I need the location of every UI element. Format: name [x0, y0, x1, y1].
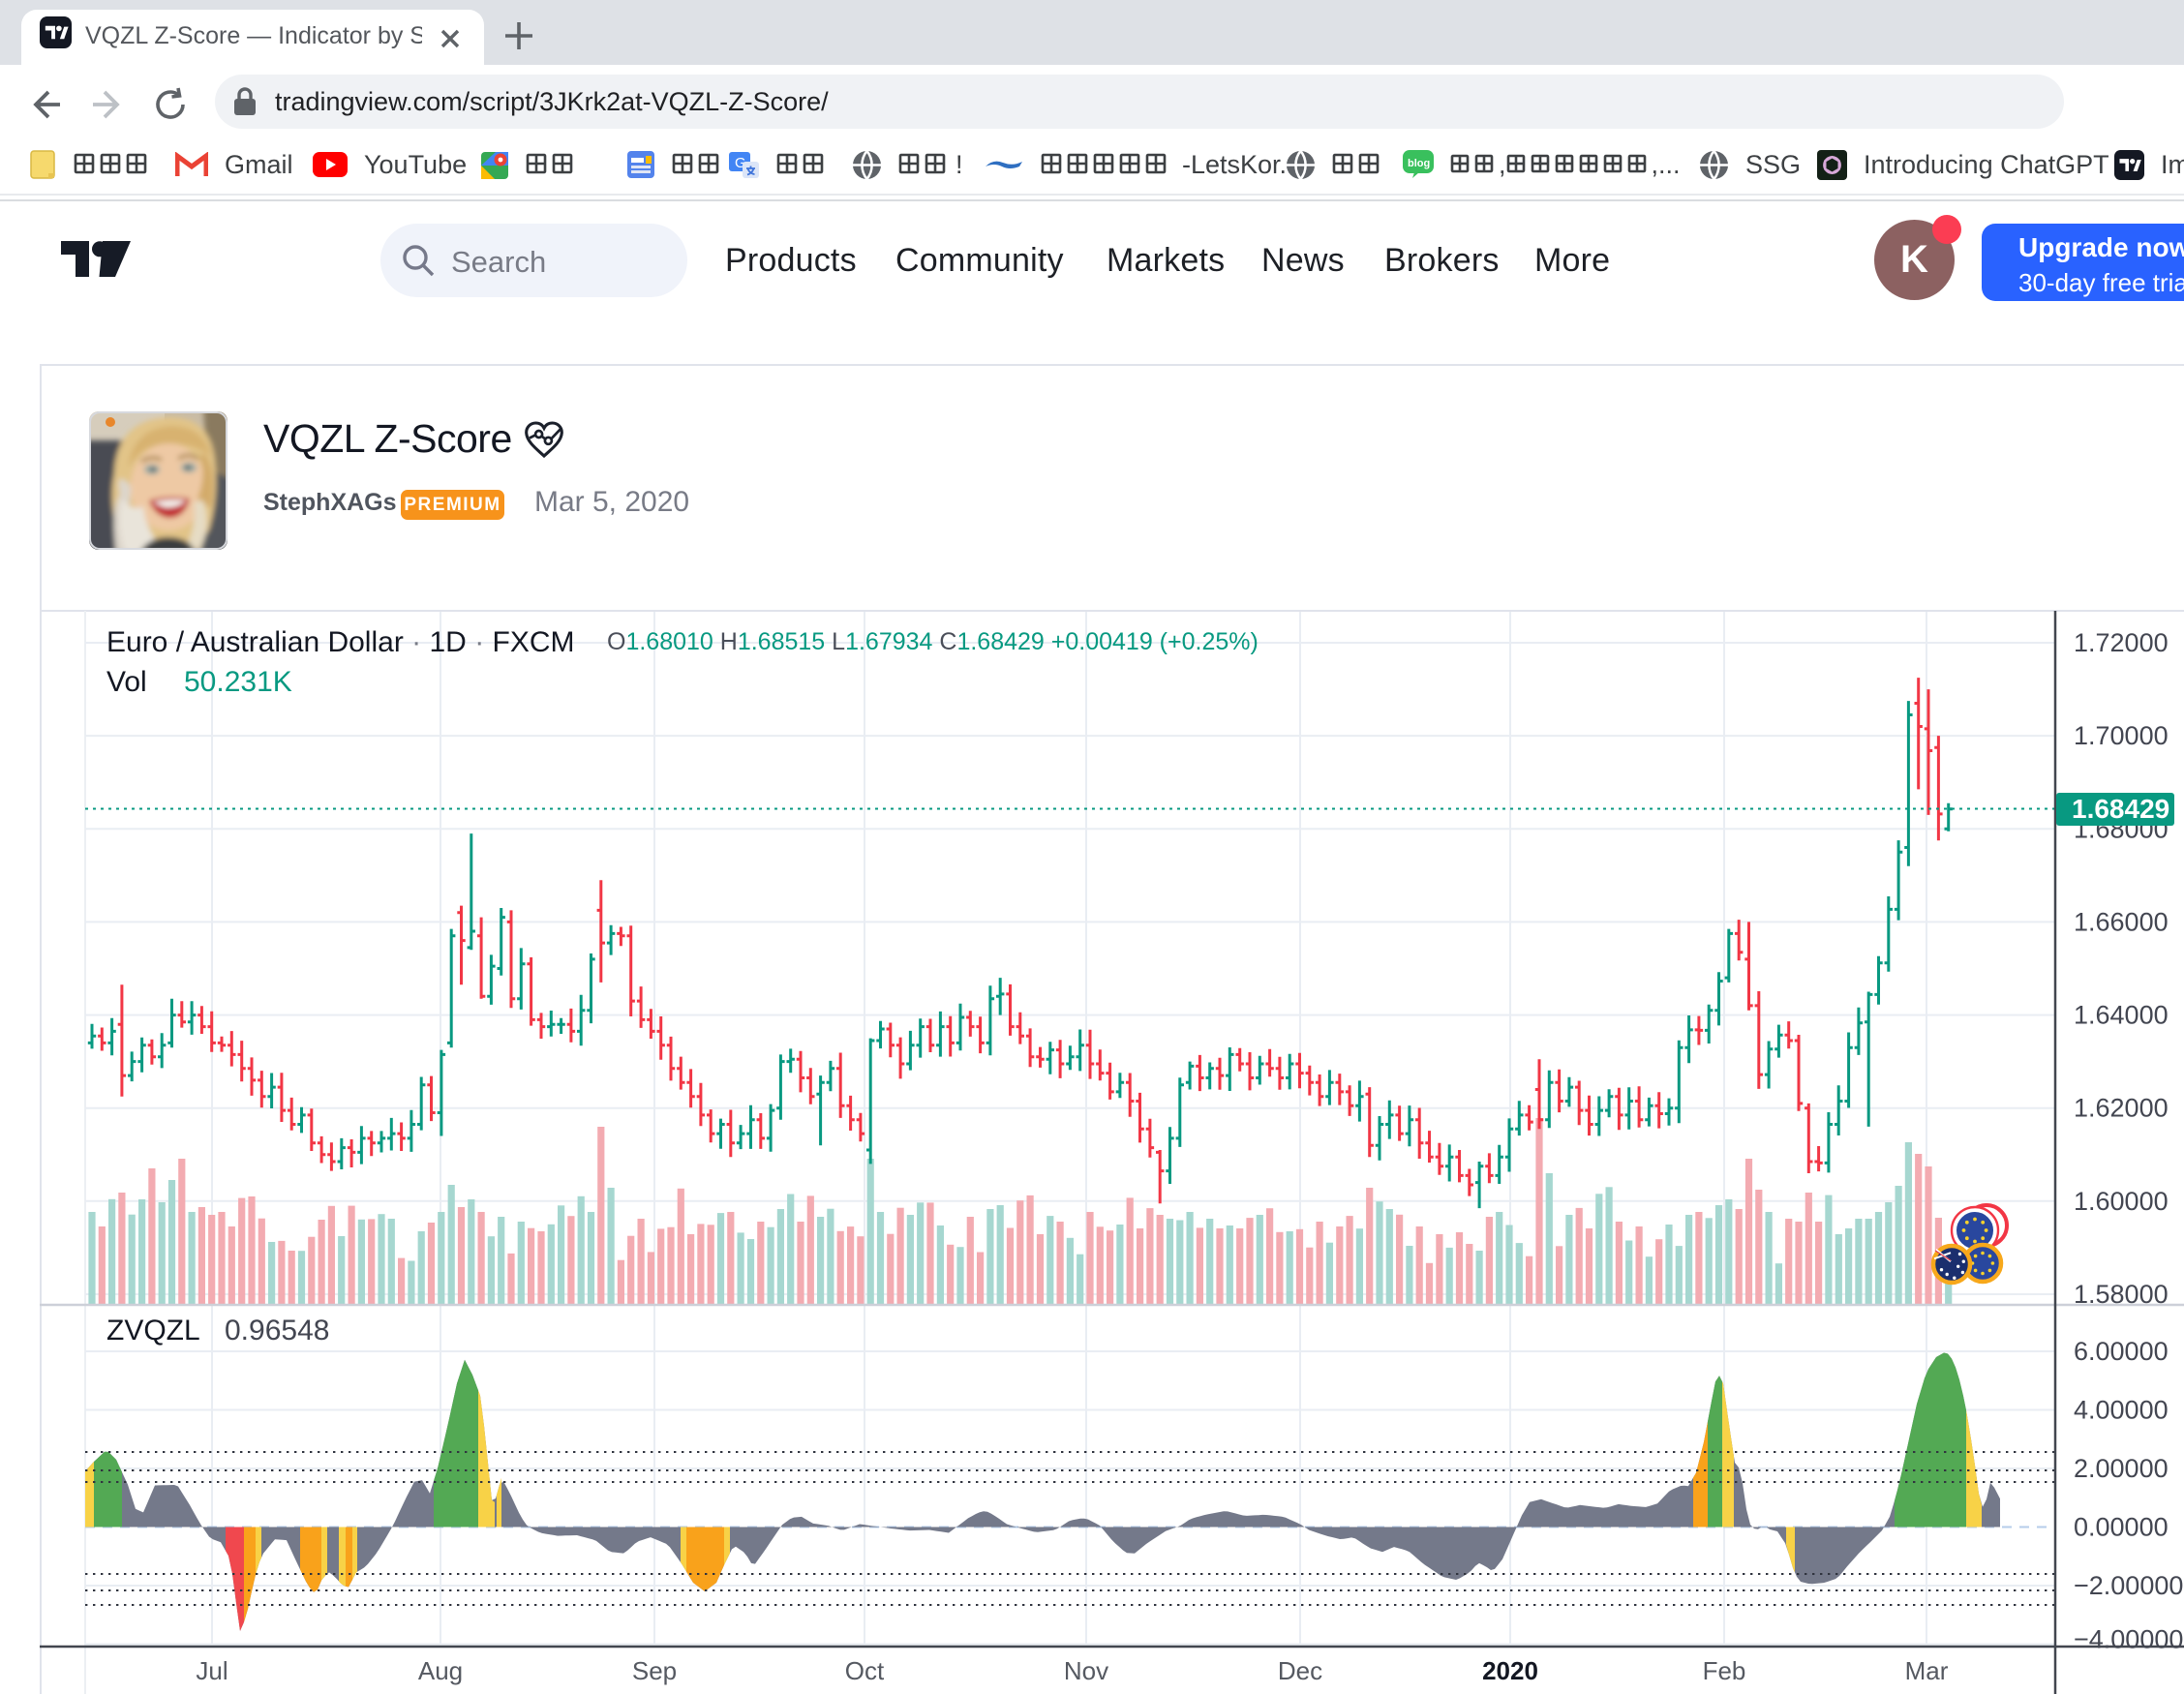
svg-text:Oct: Oct [845, 1656, 885, 1685]
svg-text:Dec: Dec [1278, 1656, 1322, 1685]
svg-text:Sep: Sep [632, 1656, 677, 1685]
svg-text:Euro / Australian Dollar · 1D: Euro / Australian Dollar · 1D · FXCM [106, 626, 575, 658]
svg-text:2020: 2020 [1482, 1656, 1538, 1685]
svg-text:Feb: Feb [1703, 1656, 1746, 1685]
svg-text:Jul: Jul [196, 1656, 228, 1685]
svg-text:Aug: Aug [418, 1656, 463, 1685]
svg-text:0.00000: 0.00000 [2074, 1513, 2169, 1542]
svg-text:6.00000: 6.00000 [2074, 1337, 2169, 1366]
svg-text:4.00000: 4.00000 [2074, 1396, 2169, 1425]
svg-text:1.62000: 1.62000 [2074, 1094, 2169, 1123]
svg-text:2.00000: 2.00000 [2074, 1454, 2169, 1483]
svg-text:1.68429: 1.68429 [2072, 794, 2169, 824]
svg-text:Nov: Nov [1064, 1656, 1108, 1685]
svg-text:Vol: Vol [106, 666, 147, 698]
svg-text:−2.00000: −2.00000 [2074, 1571, 2183, 1600]
svg-text:G: G [735, 155, 746, 171]
svg-text:blog: blog [1408, 158, 1430, 169]
svg-text:−4.00000: −4.00000 [2074, 1625, 2183, 1654]
svg-text:50.231K: 50.231K [184, 666, 292, 698]
svg-text:1.58000: 1.58000 [2074, 1280, 2169, 1309]
svg-text:1.64000: 1.64000 [2074, 1001, 2169, 1030]
svg-text:0.96548: 0.96548 [225, 1315, 329, 1346]
svg-text:1.70000: 1.70000 [2074, 721, 2169, 750]
svg-text:1.60000: 1.60000 [2074, 1187, 2169, 1216]
svg-text:1.72000: 1.72000 [2074, 628, 2169, 657]
svg-text:O1.68010 H1.68515 L1.67934 C1.: O1.68010 H1.68515 L1.67934 C1.68429 +0.0… [607, 628, 1259, 655]
svg-text:1.66000: 1.66000 [2074, 907, 2169, 936]
svg-text:Mar: Mar [1905, 1656, 1949, 1685]
svg-text:ZVQZL: ZVQZL [106, 1315, 200, 1346]
